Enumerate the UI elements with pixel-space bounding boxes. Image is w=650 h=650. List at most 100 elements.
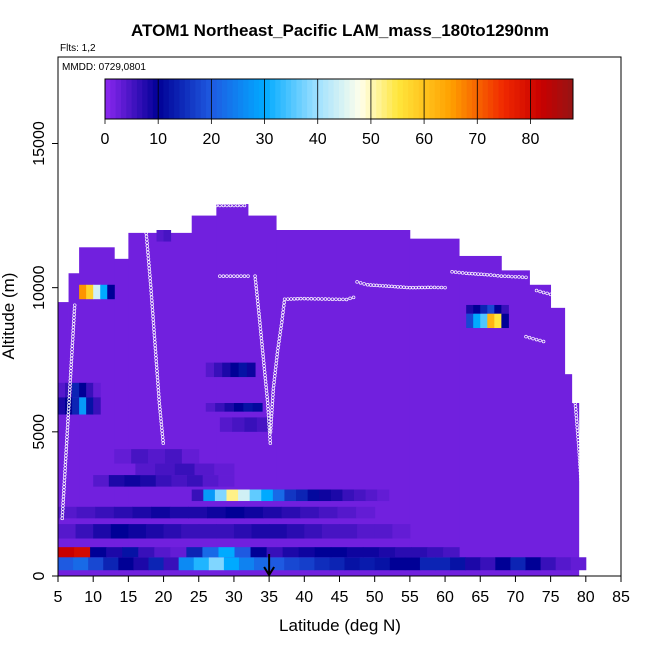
heat-cell: [329, 557, 346, 571]
colorbar-segment: [440, 79, 446, 119]
track-point: [358, 281, 363, 285]
heat-cell: [238, 362, 248, 378]
track-point: [282, 297, 287, 301]
heat-cell: [93, 397, 101, 415]
heat-cell: [359, 557, 376, 571]
colorbar-segment: [450, 79, 457, 119]
x-tick-label: 20: [155, 589, 173, 606]
track-point: [273, 374, 277, 378]
heat-cell: [233, 403, 244, 412]
colorbar-tick-label: 70: [468, 131, 486, 148]
track-point: [579, 487, 584, 492]
heat-cell: [466, 313, 474, 329]
heat-cell: [540, 557, 557, 571]
heat-cell: [344, 557, 361, 571]
colorbar-segment: [158, 79, 164, 119]
colorbar-segment: [275, 79, 281, 119]
colorbar-segment: [381, 79, 388, 119]
track-point: [228, 274, 233, 278]
heat-cell: [107, 284, 115, 300]
colorbar-segment: [386, 79, 393, 119]
heat-cell: [155, 463, 176, 476]
colorbar-segment: [519, 79, 526, 119]
data-column: [191, 215, 217, 577]
heat-cell: [58, 397, 66, 415]
heat-cell: [284, 489, 297, 502]
heat-cell: [194, 463, 215, 476]
colorbar-segment: [147, 79, 154, 119]
heat-cell: [510, 557, 526, 571]
heat-cell: [570, 557, 587, 571]
colorbar-segment: [360, 79, 367, 119]
latitude-marker-arrow: [263, 554, 275, 577]
heat-cell: [234, 547, 252, 558]
track-point: [578, 466, 582, 470]
track-point: [218, 274, 222, 278]
x-tick-label: 60: [436, 589, 454, 606]
colorbar-segment: [477, 79, 484, 119]
track-point: [275, 355, 279, 360]
track-point: [145, 247, 150, 251]
colorbar-segment: [503, 79, 510, 119]
heat-cell: [252, 403, 263, 412]
track-point: [457, 270, 461, 275]
colorbar-segment: [120, 79, 127, 119]
heat-cell: [357, 524, 376, 539]
heat-cell: [79, 397, 87, 415]
track-point: [225, 203, 229, 208]
colorbar-segment: [142, 79, 149, 119]
colorbar-segment: [110, 79, 117, 119]
track-point: [555, 294, 560, 299]
heat-cell: [342, 489, 355, 502]
x-tick-label: 85: [612, 589, 630, 606]
heat-cell: [170, 547, 187, 558]
track-point: [436, 285, 440, 290]
colorbar-tick-label: 30: [256, 131, 274, 148]
track-point: [153, 346, 158, 351]
track-point: [161, 441, 166, 445]
colorbar-tick-label: 80: [522, 131, 540, 148]
x-tick-label: 55: [401, 589, 419, 606]
heat-cell: [214, 489, 227, 502]
heat-cell: [346, 547, 364, 558]
heat-cell: [244, 506, 264, 519]
track-point: [282, 304, 286, 308]
track-point: [277, 336, 282, 341]
track-point: [154, 359, 159, 364]
colorbar-segment: [259, 79, 266, 119]
track-point: [580, 503, 585, 507]
track-point: [72, 303, 77, 307]
heat-cell: [58, 524, 77, 539]
heat-cell: [79, 284, 87, 300]
colorbar-tick-label: 0: [101, 131, 110, 148]
track-point: [292, 297, 297, 301]
track-point: [552, 293, 556, 298]
track-point: [154, 362, 159, 367]
x-tick-label: 65: [471, 589, 489, 606]
heat-cell: [86, 284, 94, 300]
colorbar-segment: [487, 79, 494, 119]
colorbar-segment: [184, 79, 191, 119]
track-point: [580, 490, 584, 495]
colorbar-segment: [434, 79, 441, 119]
track-point: [148, 276, 152, 280]
track-point: [156, 382, 160, 386]
heat-cell: [411, 547, 428, 558]
heat-cell: [154, 547, 171, 558]
track-point: [149, 295, 154, 300]
colorbar-segment: [392, 79, 398, 119]
track-point: [280, 313, 285, 318]
heat-cell: [93, 284, 101, 300]
track-point: [295, 296, 300, 301]
heat-cell: [93, 524, 112, 539]
track-point: [155, 372, 159, 376]
track-point: [157, 398, 161, 402]
heat-cell: [223, 557, 240, 571]
colorbar-segment: [296, 79, 303, 119]
heat-cell: [58, 557, 74, 571]
heat-cell: [214, 463, 235, 476]
track-point: [145, 237, 149, 242]
heat-cell: [93, 475, 110, 487]
heat-cell: [299, 557, 315, 571]
track-point: [149, 289, 153, 293]
